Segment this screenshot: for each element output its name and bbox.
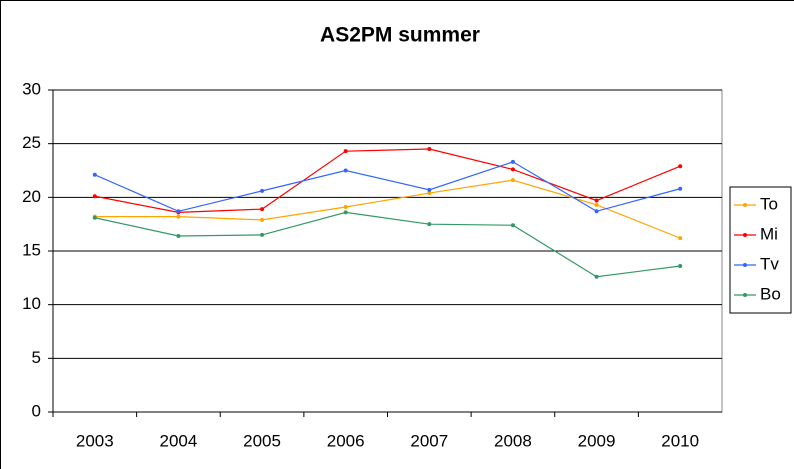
y-tick-label: 30 xyxy=(22,79,41,98)
x-tick-label: 2010 xyxy=(661,431,699,450)
point xyxy=(92,215,97,220)
x-tick-label: 2003 xyxy=(76,431,114,450)
x-tick-label: 2009 xyxy=(578,431,616,450)
point xyxy=(510,167,515,172)
point xyxy=(176,233,181,238)
point xyxy=(594,202,599,207)
point xyxy=(678,164,683,169)
legend-label: Mi xyxy=(760,224,778,243)
point xyxy=(260,188,265,193)
point xyxy=(427,147,432,152)
point xyxy=(260,232,265,237)
legend-label: To xyxy=(760,194,778,213)
y-tick-label: 5 xyxy=(32,348,41,367)
point xyxy=(594,209,599,214)
point xyxy=(510,223,515,228)
point xyxy=(260,217,265,222)
point xyxy=(343,204,348,209)
series-line xyxy=(94,211,681,278)
point xyxy=(92,194,97,199)
point xyxy=(678,186,683,191)
x-tick-label: 2008 xyxy=(494,431,532,450)
x-tick-label: 2007 xyxy=(410,431,448,450)
point xyxy=(678,236,683,241)
series-line xyxy=(94,161,681,212)
series-line xyxy=(94,148,681,213)
legend-marker xyxy=(743,203,747,207)
point xyxy=(343,210,348,215)
point xyxy=(510,178,515,183)
point xyxy=(427,191,432,196)
point xyxy=(594,274,599,279)
y-tick-label: 0 xyxy=(32,401,41,420)
legend-label: Tv xyxy=(760,254,779,273)
chart-title: AS2PM summer xyxy=(320,24,480,47)
point xyxy=(427,222,432,227)
point xyxy=(678,264,683,269)
legend xyxy=(729,186,792,314)
x-tick-label: 2004 xyxy=(160,431,198,450)
x-tick-label: 2006 xyxy=(327,431,365,450)
y-tick-label: 10 xyxy=(22,294,41,313)
point xyxy=(427,187,432,192)
point xyxy=(343,168,348,173)
point xyxy=(92,172,97,177)
legend-marker xyxy=(743,233,747,237)
point xyxy=(176,214,181,219)
legend-marker xyxy=(743,293,747,297)
series-line xyxy=(94,179,681,239)
point xyxy=(176,209,181,214)
y-tick-label: 20 xyxy=(22,187,41,206)
x-tick-label: 2005 xyxy=(243,431,281,450)
legend-label: Bo xyxy=(760,284,781,303)
point xyxy=(510,159,515,164)
y-tick-label: 25 xyxy=(22,133,41,152)
point xyxy=(594,198,599,203)
point xyxy=(343,149,348,154)
y-tick-label: 15 xyxy=(22,240,41,259)
point xyxy=(260,207,265,212)
legend-marker xyxy=(743,263,747,267)
